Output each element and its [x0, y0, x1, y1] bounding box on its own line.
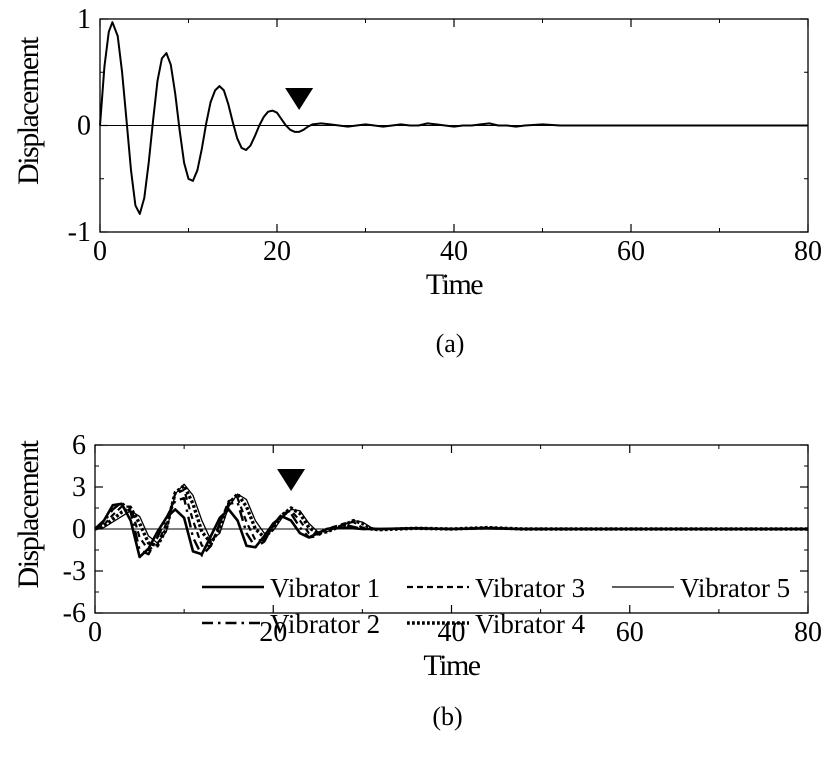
legend-label-5: Vibrator 5 — [680, 573, 790, 603]
x-tick-label: 60 — [616, 617, 644, 648]
y-tick-label: 3 — [72, 472, 86, 503]
x-axis-label: Time — [423, 649, 480, 682]
x-tick-label: 20 — [263, 236, 291, 267]
x-tick-label: 40 — [440, 236, 468, 267]
series-line-vibrator-2 — [94, 497, 808, 557]
y-tick-label: 6 — [72, 430, 86, 461]
x-tick-label: 0 — [88, 617, 102, 648]
y-tick-label: 0 — [72, 514, 86, 545]
y-tick-label: 0 — [77, 111, 91, 142]
x-tick-label: 60 — [617, 236, 645, 267]
legend-label-4: Vibrator 4 — [475, 609, 586, 639]
x-axis-label: Time — [426, 268, 483, 301]
y-tick-label: -3 — [63, 556, 86, 587]
series-line-vibrator-5 — [94, 483, 808, 544]
x-tick-label: 0 — [93, 236, 107, 267]
series-line-1 — [99, 21, 808, 215]
y-tick-label: -1 — [68, 217, 91, 248]
y-tick-label: 1 — [77, 4, 91, 35]
legend-label-2: Vibrator 2 — [270, 609, 380, 639]
panel-label: (b) — [432, 702, 462, 731]
x-tick-label: 40 — [438, 617, 466, 648]
triangle-marker-icon — [285, 88, 314, 110]
triangle-marker-icon — [277, 469, 306, 491]
series-line-vibrator-4 — [94, 483, 808, 548]
y-axis-label: Displacement — [12, 439, 45, 588]
x-tick-label: 80 — [794, 236, 822, 267]
legend-label-3: Vibrator 3 — [475, 573, 585, 603]
panel-b: 0 20 40 60 80-6-3036TimeDisplacement(b)Vibra… — [12, 430, 822, 731]
legend-label-1: Vibrator 1 — [270, 573, 380, 603]
y-tick-label: -6 — [63, 598, 86, 629]
y-axis-label: Displacement — [12, 36, 45, 185]
panel-label: (a) — [436, 329, 465, 358]
x-tick-label: 80 — [794, 617, 822, 648]
x-tick-label: 20 — [259, 617, 287, 648]
